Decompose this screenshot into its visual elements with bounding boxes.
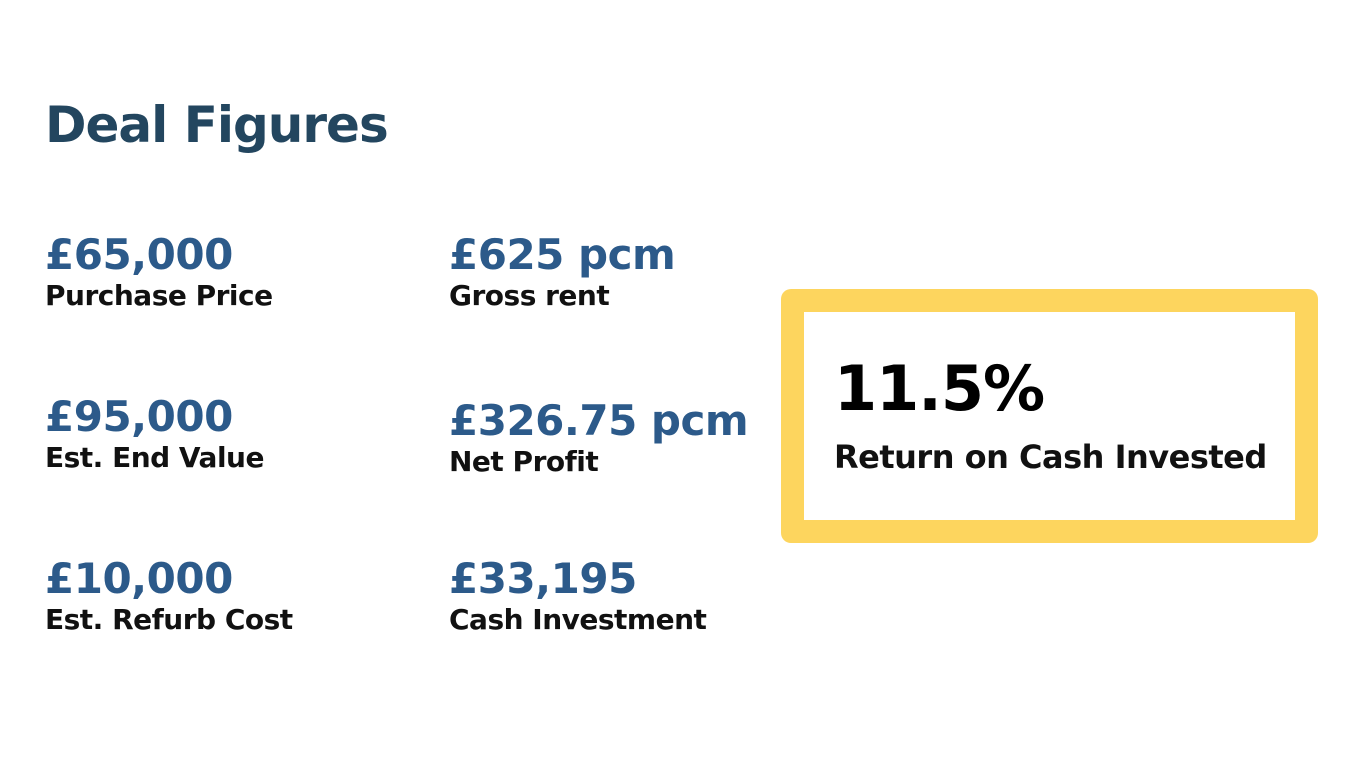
figure: £326.75 pcm Net Profit xyxy=(449,396,749,480)
figure-label: Gross rent xyxy=(449,279,610,312)
figure: £10,000 Est. Refurb Cost xyxy=(45,556,293,638)
title: Deal Figures xyxy=(45,96,389,154)
highlight-label: Return on Cash Invested xyxy=(834,438,1267,476)
figure-value: £95,000 xyxy=(45,392,233,441)
figure-value: £10,000 xyxy=(45,554,233,603)
figure: £33,195 Cash Investment xyxy=(449,554,707,638)
figure: £625 pcm Gross rent xyxy=(449,230,676,314)
figure-label: Cash Investment xyxy=(449,603,707,636)
figure-value: £625 pcm xyxy=(449,230,676,279)
figure-value: £65,000 xyxy=(45,230,233,279)
figure-label: Purchase Price xyxy=(45,279,273,312)
figure-value: £33,195 xyxy=(449,554,637,603)
figure-value: £326.75 pcm xyxy=(449,396,749,445)
figure: £95,000 Est. End Value xyxy=(45,394,264,476)
highlight-box: 11.5% Return on Cash Invested xyxy=(781,289,1318,543)
figure-label: Est. End Value xyxy=(45,441,264,474)
figure: £65,000 Purchase Price xyxy=(45,232,273,314)
figure-label: Est. Refurb Cost xyxy=(45,603,293,636)
figure-label: Net Profit xyxy=(449,445,599,478)
highlight-value: 11.5% xyxy=(834,352,1045,425)
